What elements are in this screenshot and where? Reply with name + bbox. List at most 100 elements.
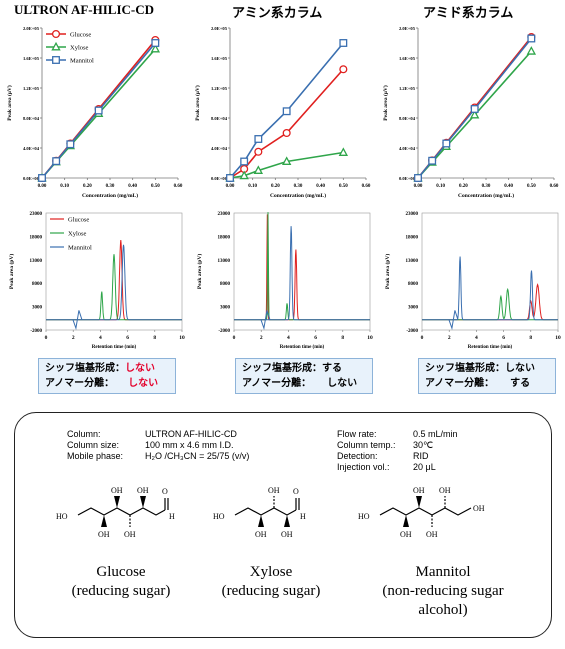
- x-tick-label: 0.30: [294, 184, 303, 189]
- y-axis-label: Peak area (pV): [8, 254, 15, 290]
- chromatogram-trace-glucose: [46, 240, 182, 321]
- x-axis-label: Retention time (min): [468, 345, 513, 350]
- y-tick-label: 2.0E+05: [23, 26, 40, 31]
- y-tick-label: 0.0E+00: [399, 176, 416, 181]
- anomer-value: しない: [327, 378, 358, 389]
- x-tick-label: 0.60: [362, 184, 371, 189]
- column-title-ultron: ULTRON AF-HILIC-CD: [14, 2, 155, 17]
- x-tick-label: 0.10: [436, 184, 445, 189]
- calibration-chart-ultron: 0.0E+00 4.0E+04 8.0E+04 1.2E+05 1.6E+05 2.0E+…: [6, 26, 183, 199]
- y-tick-label: 8000: [408, 282, 419, 287]
- y-axis-label: Peak area (μV): [194, 85, 201, 121]
- x-tick-label: 0.30: [482, 184, 491, 189]
- x-axis-label: Concentration (mg/mL): [270, 192, 326, 199]
- mannitol-oh-label-3: OH: [426, 530, 438, 539]
- x-tick-label: 6: [314, 335, 317, 341]
- x-tick-label: 0.40: [316, 184, 325, 189]
- schiff-value: しない: [125, 363, 155, 374]
- schiff-value: しない: [505, 363, 535, 374]
- data-point-square: [240, 157, 249, 166]
- data-point-square: [94, 106, 103, 115]
- schiff-label: シッフ塩基形成：: [425, 363, 505, 374]
- schiff-label: シッフ塩基形成：: [242, 363, 322, 374]
- data-point-triangle: [51, 41, 61, 51]
- cond-value-detection: RID: [413, 451, 429, 461]
- data-point-square: [226, 174, 234, 182]
- x-tick-label: 4: [287, 335, 290, 341]
- data-point-circle: [282, 128, 291, 138]
- y-tick-label: 8000: [220, 282, 231, 287]
- schiff-row: シッフ塩基形成：しない: [425, 361, 549, 376]
- y-tick-label: 4.0E+04: [23, 146, 40, 151]
- x-tick-label: 4: [99, 335, 102, 341]
- injection-disturbance: [72, 310, 83, 331]
- mannitol-ho-label: HO: [358, 512, 370, 521]
- column-title-amine: アミン系カラム: [232, 6, 323, 21]
- property-box-ultron: シッフ塩基形成：しない アノマー分離： しない: [38, 358, 176, 394]
- mannitol-structure: HO OH OH OH OH OH: [358, 486, 485, 539]
- chromatogram-trace-glucose: [234, 214, 370, 321]
- y-tick-label: 2.0E+05: [211, 26, 228, 31]
- data-point-square: [38, 174, 46, 182]
- y-tick-label: 3000: [220, 306, 231, 311]
- x-tick-label: 4: [475, 335, 478, 341]
- x-tick-label: 10: [555, 335, 561, 341]
- x-tick-label: 2: [72, 335, 75, 341]
- data-point-square: [52, 157, 61, 166]
- x-tick-label: 0.00: [226, 184, 235, 189]
- chromatogram-amine: -2000 3000 8000 13000 18000 23000 0 2 4 6 8 10 Reten…: [196, 212, 373, 350]
- plot-frame: [421, 212, 559, 331]
- data-point-square: [470, 105, 479, 113]
- glucose-o-label: O: [162, 487, 168, 496]
- y-tick-label: -2000: [218, 329, 230, 334]
- chromatogram-trace-mannitol: [422, 256, 558, 321]
- anomer-row: アノマー分離： しない: [242, 376, 366, 391]
- y-axis-label: Peak area (pV): [196, 254, 203, 290]
- xylose-o-label: O: [293, 487, 299, 496]
- cond-label-column: Column:: [67, 429, 101, 439]
- x-tick-label: 0.10: [60, 184, 69, 189]
- x-tick-label: 0.20: [271, 184, 280, 189]
- y-tick-label: 13000: [406, 259, 419, 264]
- mannitol-oh-label-2: OH: [400, 530, 412, 539]
- y-tick-label: 8.0E+04: [23, 116, 40, 121]
- y-tick-label: 4.0E+04: [211, 146, 228, 151]
- y-tick-label: -2000: [406, 329, 418, 334]
- y-tick-label: 2.0E+05: [399, 26, 416, 31]
- data-point-circle: [339, 65, 348, 74]
- y-tick-label: 0.0E+00: [23, 176, 40, 181]
- compound-xylose: Xylose (reducing sugar): [201, 563, 341, 601]
- cond-value-column: ULTRON AF-HILIC-CD: [145, 429, 237, 439]
- y-tick-label: 1.2E+05: [399, 86, 416, 91]
- x-axis-label: Retention time (min): [92, 345, 137, 350]
- anomer-row: アノマー分離： する: [425, 376, 549, 391]
- data-point-square: [52, 56, 60, 64]
- property-box-amide: シッフ塩基形成：しない アノマー分離： する: [418, 358, 556, 394]
- compound-desc-mannitol: (non-reducing sugar alcohol): [382, 583, 504, 618]
- anomer-value: しない: [128, 378, 159, 389]
- calibration-chart-amine: 0.0E+00 4.0E+04 8.0E+04 1.2E+05 1.6E+05 2.0E+…: [194, 26, 371, 199]
- data-point-square: [527, 34, 536, 43]
- plot-frame: [233, 212, 371, 331]
- legend-label-mannitol: Mannitol: [70, 58, 94, 65]
- glucose-ho-label: HO: [56, 512, 68, 521]
- data-point-triangle: [253, 165, 264, 174]
- x-tick-label: 0.60: [174, 184, 183, 189]
- compound-name-glucose: Glucose: [96, 564, 146, 580]
- x-tick-label: 2: [260, 335, 263, 341]
- xylose-h-label: H: [300, 512, 306, 521]
- y-tick-label: 0.0E+00: [211, 176, 228, 181]
- mannitol-oh-label-1: OH: [413, 486, 425, 495]
- cond-value-column-size: 100 mm x 4.6 mm I.D.: [145, 440, 234, 450]
- legend-label-glucose: Glucose: [70, 32, 91, 39]
- x-tick-label: 0.40: [504, 184, 513, 189]
- compound-desc-glucose: (reducing sugar): [71, 583, 171, 599]
- cond-label-mobile-phase: Mobile phase:: [67, 451, 124, 461]
- x-axis-label: Retention time (min): [280, 345, 325, 350]
- data-point-square: [66, 140, 75, 149]
- cond-value-mobile-phase: H₂O /CH₃CN = 25/75 (v/v): [145, 451, 250, 461]
- data-point-triangle: [338, 147, 349, 156]
- cond-value-column-temp: 30℃: [413, 440, 434, 450]
- data-point-square: [442, 139, 451, 148]
- y-tick-label: 23000: [30, 212, 43, 217]
